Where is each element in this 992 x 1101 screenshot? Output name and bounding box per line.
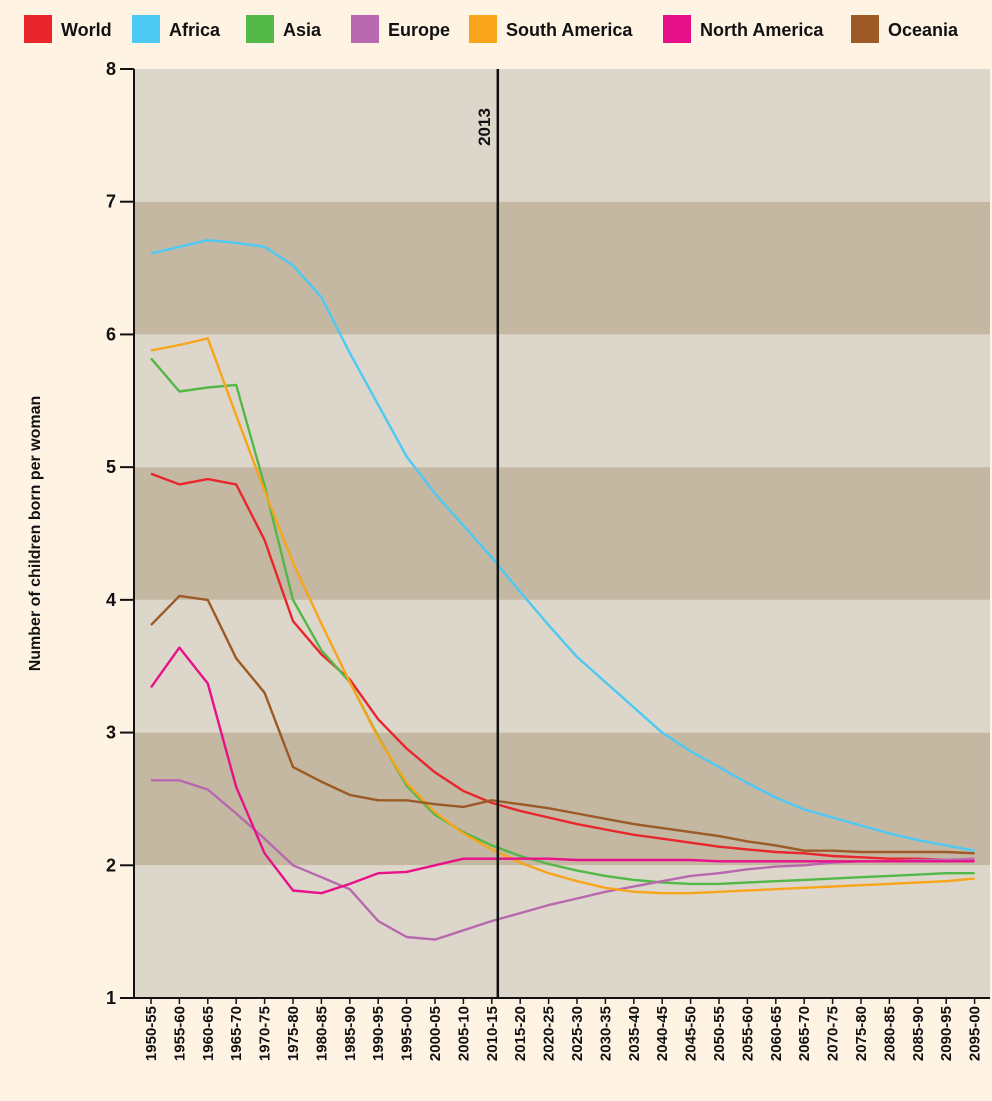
x-tick-label: 2080-85 [881,1006,898,1061]
band-2-3 [134,732,990,866]
legend-swatch [851,15,879,43]
x-tick-label: 1990-95 [370,1006,387,1061]
band-3-4 [134,599,990,733]
x-tick-label: 1955-60 [171,1006,188,1061]
y-tick-label: 3 [106,723,116,743]
x-tick-label: 2065-70 [796,1006,813,1061]
x-tick-label: 2015-20 [512,1006,529,1061]
annotation-2013: 2013 [475,69,500,998]
legend-label: World [61,20,112,40]
series-line [150,646,975,895]
legend-swatch [246,15,274,43]
x-tick-label: 2070-75 [825,1006,842,1061]
legend-label: Europe [388,20,450,40]
y-tick-label: 2 [106,855,116,875]
x-tick-label: 2025-30 [569,1006,586,1061]
y-tick-label: 4 [106,590,116,610]
series-line [150,357,975,886]
annotation-label: 2013 [475,108,494,146]
x-tick-label: 2095-00 [967,1006,984,1061]
legend-label: Asia [283,20,322,40]
y-tick-label: 1 [106,988,116,1008]
x-tick-label: 1995-00 [399,1006,416,1061]
y-tick-label: 6 [106,324,116,344]
legend: World Africa Asia Europe South America North … [24,15,959,43]
y-tick-label: 7 [106,192,116,212]
x-tick-label: 2040-45 [654,1006,671,1061]
x-tick-label: 2060-65 [768,1006,785,1061]
x-tick-label: 1965-70 [228,1006,245,1061]
y-tick-label: 5 [106,457,116,477]
legend-label: Oceania [888,20,959,40]
band-7-8 [134,69,990,202]
legend-swatch [24,15,52,43]
y-tick-label: 8 [106,59,116,79]
x-tick-label: 2005-10 [455,1006,472,1061]
legend-swatch [351,15,379,43]
x-tick-label: 1970-75 [257,1006,274,1061]
x-tick-label: 2085-90 [910,1006,927,1061]
x-tick-label: 1960-65 [200,1006,217,1061]
x-tick-label: 2055-60 [739,1006,756,1061]
x-tick-label: 2000-05 [427,1006,444,1061]
x-tick-label: 2010-15 [484,1006,501,1061]
legend-swatch [469,15,497,43]
x-tick-label: 1950-55 [143,1006,160,1061]
legend-label: North America [700,20,824,40]
legend-swatch [663,15,691,43]
x-tick-label: 2050-55 [711,1006,728,1061]
series-line [150,594,975,855]
x-tick-label: 2075-80 [853,1006,870,1061]
band-1-2 [134,865,990,998]
x-tick-label: 2020-25 [541,1006,558,1061]
legend-label: South America [506,20,633,40]
x-tick-label: 1980-85 [313,1006,330,1061]
series-line [150,238,975,852]
band-6-7 [134,201,990,335]
series-line [150,337,975,895]
x-tick-label: 2090-95 [938,1006,955,1061]
series-line [150,472,975,862]
legend-swatch [132,15,160,43]
legend-label: Africa [169,20,221,40]
x-tick-label: 1985-90 [342,1006,359,1061]
x-tick-label: 2030-35 [597,1006,614,1061]
background-bands [134,69,990,998]
band-5-6 [134,334,990,468]
axes: 1 2 3 4 5 6 7 8 1950-55 1955-60 1960-65 1965-70 1970… [106,59,990,1061]
x-tick-label: 1975-80 [285,1006,302,1061]
series-lines [150,238,975,941]
x-tick-label: 2045-50 [683,1006,700,1061]
x-tick-label: 2035-40 [626,1006,643,1061]
y-axis-label: Number of children born per woman [27,396,44,672]
